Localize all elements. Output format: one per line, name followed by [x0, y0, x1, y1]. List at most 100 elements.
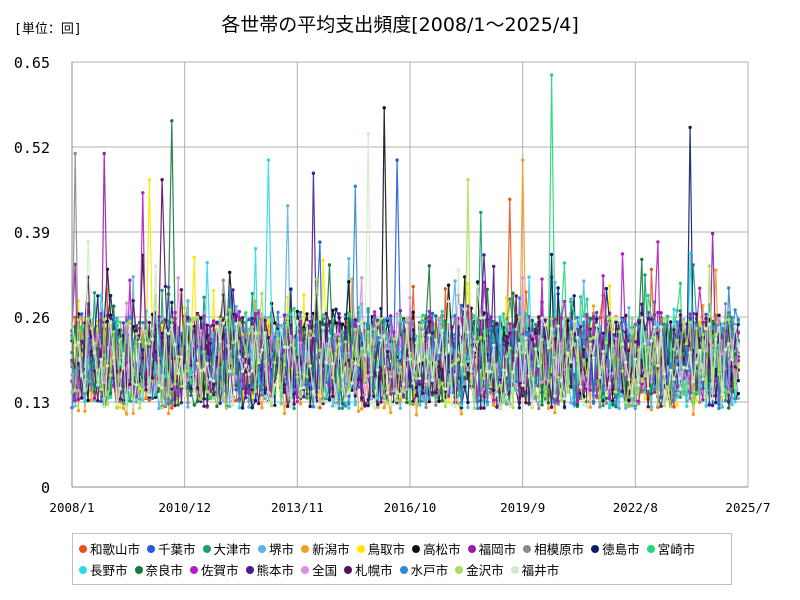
data-point	[147, 398, 151, 402]
data-point	[498, 406, 502, 410]
data-point	[614, 317, 618, 321]
data-point	[540, 316, 544, 320]
data-point	[189, 322, 193, 326]
data-point	[414, 413, 419, 417]
data-point	[369, 401, 374, 405]
data-point	[456, 268, 460, 272]
data-point	[192, 317, 196, 321]
data-point	[334, 404, 338, 408]
data-point	[356, 370, 361, 374]
data-point	[366, 330, 370, 334]
data-point	[501, 337, 506, 342]
data-point	[698, 383, 702, 387]
data-point	[669, 368, 673, 373]
data-point	[446, 354, 451, 358]
data-point	[533, 322, 538, 326]
data-point	[430, 321, 435, 325]
data-point	[154, 395, 158, 399]
data-point	[318, 348, 322, 352]
data-point	[224, 406, 229, 410]
data-point	[427, 309, 431, 314]
data-point	[398, 365, 402, 369]
data-point	[89, 398, 94, 402]
data-point	[141, 398, 145, 402]
data-point	[395, 344, 399, 349]
data-point	[234, 322, 238, 326]
data-point	[566, 329, 570, 333]
data-point	[250, 390, 254, 395]
data-point	[340, 322, 345, 326]
legend-item: 新潟市	[301, 538, 350, 559]
data-point	[562, 396, 567, 401]
data-point	[704, 316, 708, 321]
legend-label: 和歌山市	[90, 542, 141, 557]
data-point	[128, 319, 132, 324]
data-point	[614, 405, 618, 409]
data-point	[566, 351, 570, 355]
data-point	[434, 338, 438, 342]
data-point	[128, 382, 132, 386]
data-point	[678, 373, 683, 378]
data-point	[408, 357, 412, 361]
legend-marker-icon	[523, 544, 532, 553]
data-point	[266, 336, 271, 340]
data-point	[511, 291, 515, 295]
legend-marker-icon	[344, 565, 353, 574]
data-point	[598, 325, 602, 329]
data-point	[286, 392, 290, 396]
data-point	[652, 390, 657, 394]
data-point	[382, 318, 386, 322]
data-point	[418, 382, 422, 387]
data-point	[485, 400, 489, 404]
data-point	[517, 315, 522, 319]
data-point	[633, 322, 637, 326]
data-point	[614, 402, 618, 406]
data-point	[643, 390, 647, 394]
data-point	[228, 288, 232, 292]
data-point	[102, 404, 106, 409]
data-point	[96, 333, 100, 337]
data-point	[166, 331, 171, 336]
data-point	[305, 392, 309, 396]
data-point	[424, 391, 428, 395]
legend-label: 千葉市	[158, 542, 196, 557]
data-point	[186, 386, 190, 390]
data-point	[350, 381, 354, 385]
data-point	[443, 319, 448, 323]
data-point	[646, 316, 650, 321]
data-point	[656, 310, 660, 315]
data-point	[292, 406, 296, 411]
data-point	[485, 369, 489, 373]
data-point	[649, 267, 654, 272]
legend-label: 大津市	[213, 542, 252, 557]
data-point	[508, 346, 512, 350]
data-point	[314, 277, 319, 281]
data-point	[308, 329, 312, 333]
data-point	[701, 377, 705, 381]
data-point	[421, 330, 425, 334]
data-point	[572, 319, 576, 324]
data-point	[257, 311, 261, 315]
data-point	[704, 312, 708, 317]
data-point	[598, 398, 602, 402]
data-point	[199, 351, 203, 355]
data-point	[385, 337, 390, 342]
legend-item: 水戸市	[399, 559, 448, 580]
data-point	[154, 387, 158, 391]
data-point	[572, 343, 576, 347]
data-point	[289, 404, 293, 408]
data-point	[665, 399, 670, 403]
data-point	[382, 334, 386, 338]
data-point	[392, 402, 396, 407]
x-tick-label: 2013/11	[271, 500, 324, 515]
data-point	[456, 384, 460, 388]
data-point	[591, 314, 596, 319]
data-point	[347, 351, 351, 355]
data-point	[521, 350, 525, 354]
data-point	[727, 317, 731, 322]
data-point	[549, 317, 554, 321]
data-point	[398, 398, 402, 402]
data-point	[141, 356, 145, 360]
data-point	[253, 247, 258, 251]
data-point	[453, 404, 457, 409]
